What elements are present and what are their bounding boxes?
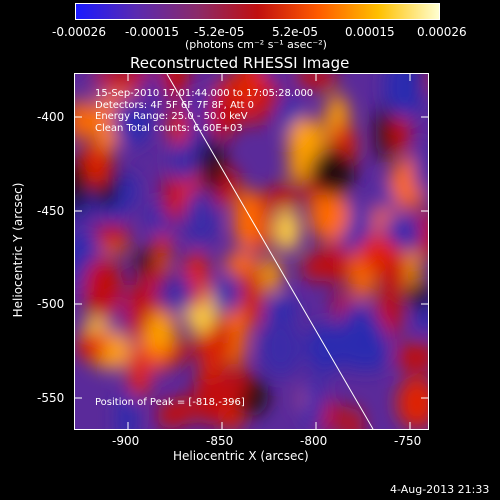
info-lines: 15-Sep-2010 17:01:44.000 to 17:05:28.000… bbox=[95, 88, 313, 134]
intensity-blob bbox=[297, 74, 315, 91]
intensity-blob bbox=[266, 184, 301, 209]
intensity-blob bbox=[117, 173, 137, 208]
intensity-blob bbox=[162, 170, 185, 223]
intensity-blob bbox=[193, 366, 230, 425]
colorbar-tick-label: 0.00026 bbox=[417, 25, 467, 39]
footer-timestamp: 4-Aug-2013 21:33 bbox=[390, 483, 490, 496]
intensity-blob bbox=[233, 74, 266, 110]
colorbar-tick-label: -0.00026 bbox=[52, 25, 106, 39]
intensity-blob bbox=[156, 401, 186, 429]
intensity-blob bbox=[142, 311, 177, 350]
colorbar-tick-labels: -0.00026 -0.00015 -5.2e-05 5.2e-05 0.000… bbox=[0, 25, 500, 39]
colorbar-tick-label: -0.00015 bbox=[125, 25, 179, 39]
info-line: Clean Total counts: 6.60E+03 bbox=[95, 122, 243, 134]
intensity-blob bbox=[75, 157, 88, 215]
intensity-blob bbox=[395, 342, 428, 373]
intensity-blob bbox=[303, 377, 325, 429]
x-tick-label: -900 bbox=[112, 434, 140, 448]
intensity-blob bbox=[273, 208, 301, 252]
intensity-blob bbox=[375, 104, 392, 162]
rhessi-image bbox=[75, 74, 428, 429]
intensity-blob bbox=[133, 250, 158, 272]
intensity-blob bbox=[313, 74, 336, 92]
intensity-blob bbox=[82, 257, 123, 320]
intensity-blob bbox=[160, 74, 190, 100]
intensity-blob bbox=[127, 346, 152, 398]
intensity-blob bbox=[168, 112, 188, 146]
colorbar-tick-label: -5.2e-05 bbox=[194, 25, 245, 39]
info-line: 15-Sep-2010 17:01:44.000 to 17:05:28.000 bbox=[95, 88, 314, 99]
y-tick-label: -400 bbox=[37, 110, 65, 124]
intensity-blob bbox=[153, 232, 172, 259]
intensity-blob bbox=[309, 150, 353, 192]
intensity-blob bbox=[259, 318, 303, 378]
y-tick-label: -550 bbox=[37, 391, 65, 405]
y-axis-label: Heliocentric Y (arcsec) bbox=[11, 182, 25, 318]
intensity-blob bbox=[396, 376, 428, 429]
y-tick-label: -500 bbox=[37, 297, 65, 311]
limb-line bbox=[166, 74, 374, 429]
intensity-blob bbox=[232, 188, 263, 251]
info-line: Detectors: 4F 5F 6F 7F 8F, Att 0 bbox=[95, 99, 255, 111]
intensity-blob bbox=[389, 112, 411, 155]
intensity-blob bbox=[287, 117, 326, 169]
intensity-blob bbox=[112, 96, 151, 147]
intensity-blob bbox=[267, 296, 297, 321]
colorbar bbox=[75, 3, 440, 20]
intensity-blob bbox=[242, 268, 262, 329]
intensity-blob bbox=[183, 188, 219, 247]
intensity-blob bbox=[343, 405, 363, 429]
x-tick-label: -800 bbox=[300, 434, 328, 448]
intensity-blob bbox=[228, 360, 247, 403]
intensity-blob bbox=[338, 319, 378, 371]
intensity-blob bbox=[413, 140, 428, 196]
colorbar-tick-label: 0.00015 bbox=[345, 25, 395, 39]
intensity-blob bbox=[92, 223, 130, 247]
image-plot: 15-Sep-2010 17:01:44.000 to 17:05:28.000… bbox=[74, 73, 429, 430]
intensity-blob bbox=[302, 251, 326, 283]
intensity-blob bbox=[212, 275, 236, 315]
intensity-blob bbox=[80, 143, 110, 187]
intensity-blob bbox=[137, 277, 157, 311]
intensity-blob bbox=[358, 234, 397, 273]
intensity-blob bbox=[161, 273, 193, 315]
peak-position: Position of Peak = [-818,-396] bbox=[95, 397, 245, 408]
plot-title: Reconstructed RHESSI Image bbox=[130, 54, 350, 72]
intensity-blob bbox=[384, 74, 424, 118]
intensity-blob bbox=[223, 252, 259, 277]
intensity-blob bbox=[199, 132, 225, 193]
intensity-blob bbox=[168, 137, 200, 183]
colorbar-tick-label: 5.2e-05 bbox=[272, 25, 319, 39]
intensity-blob bbox=[117, 391, 136, 429]
intensity-blob bbox=[206, 90, 239, 139]
intensity-blob bbox=[309, 188, 350, 241]
intensity-blob bbox=[76, 330, 107, 362]
colorbar-units: (photons cm⁻² s⁻¹ asec⁻²) bbox=[185, 38, 327, 51]
intensity-blob bbox=[261, 256, 282, 294]
x-tick-label: -850 bbox=[206, 434, 234, 448]
y-tick-label: -450 bbox=[37, 204, 65, 218]
x-tick-label: -750 bbox=[394, 434, 422, 448]
intensity-blob bbox=[75, 99, 93, 142]
intensity-blob bbox=[155, 283, 176, 305]
intensity-blob bbox=[200, 327, 221, 383]
x-axis-label: Heliocentric X (arcsec) bbox=[173, 449, 309, 463]
intensity-blob bbox=[408, 279, 428, 311]
info-line: Energy Range: 25.0 - 50.0 keV bbox=[95, 111, 248, 122]
intensity-blob bbox=[306, 322, 344, 374]
